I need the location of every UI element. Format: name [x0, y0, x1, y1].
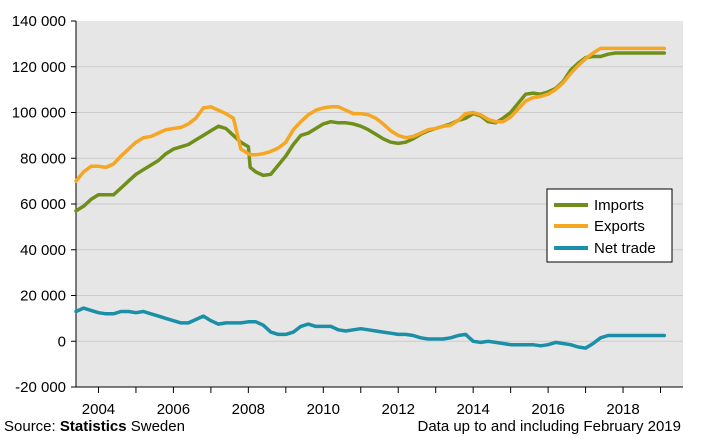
x-tick-label: 2012 — [382, 401, 415, 418]
y-tick-label: 100 000 — [12, 105, 66, 122]
data-note: Data up to and including February 2019 — [417, 418, 681, 435]
y-axis: -20 000 0 20 000 40 000 60 000 80 000 100 000 1… — [12, 13, 77, 396]
legend-label-imports: Imports — [594, 197, 644, 214]
x-tick-label: 2008 — [232, 401, 265, 418]
x-tick-label: 2018 — [606, 401, 639, 418]
x-tick-label: 2006 — [157, 401, 190, 418]
y-tick-label: 120 000 — [12, 59, 66, 76]
legend: Imports Exports Net trade — [546, 188, 673, 263]
y-tick-label: 140 000 — [12, 13, 66, 30]
x-tick-label: 2016 — [531, 401, 564, 418]
series-line-exports — [74, 46, 667, 183]
y-tick-label: 80 000 — [20, 150, 66, 167]
legend-label-exports: Exports — [594, 218, 645, 235]
legend-label-net-trade: Net trade — [594, 240, 656, 257]
y-tick-label: 60 000 — [20, 196, 66, 213]
y-tick-label: 20 000 — [20, 288, 66, 305]
source-brand: Statistics — [59, 418, 127, 435]
y-tick-label: -20 000 — [15, 379, 66, 396]
x-tick-label: 2010 — [307, 401, 340, 418]
y-tick-label: 40 000 — [20, 242, 66, 259]
gridlines — [76, 66, 683, 342]
source-prefix: Source: — [4, 418, 56, 435]
source-suffix: Sweden — [130, 418, 185, 435]
x-axis: 2004 2006 2008 2010 2012 2014 2016 2018 — [76, 386, 683, 418]
series-line-net-trade — [74, 306, 667, 350]
x-tick-label: 2004 — [82, 401, 115, 418]
y-tick-label: 0 — [58, 333, 66, 350]
x-tick-label: 2014 — [456, 401, 489, 418]
series-lines — [74, 46, 667, 350]
source-credit: Source: Statistics Sweden — [4, 418, 185, 435]
